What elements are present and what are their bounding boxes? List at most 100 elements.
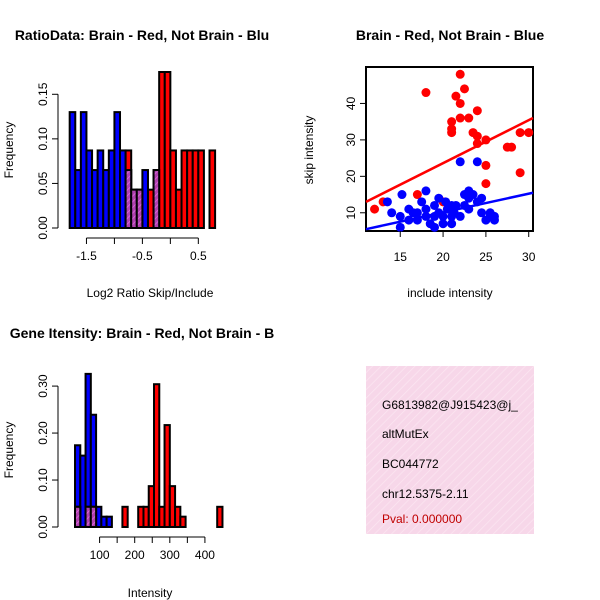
point-brain xyxy=(447,128,457,138)
scatter-xlabel: include intensity xyxy=(407,286,492,300)
point-not-brain xyxy=(472,157,482,167)
info-gene-id: G6813982@J915423@j_ xyxy=(382,398,518,412)
scatter-title: Brain - Red, Not Brain - Blue xyxy=(356,27,544,43)
point-not-brain xyxy=(430,222,440,232)
fit-line-not-brain xyxy=(365,191,534,231)
y-tick-label: 40 xyxy=(344,96,358,110)
info-location: chr12.5375-2.11 xyxy=(382,487,469,501)
x-tick-label: 200 xyxy=(125,548,145,562)
point-brain xyxy=(515,128,525,138)
ratio-histogram-title: RatioData: Brain - Red, Not Brain - Blu xyxy=(15,27,269,43)
bar-overlap xyxy=(74,505,82,528)
bar-brain xyxy=(179,515,187,528)
point-brain xyxy=(481,179,491,189)
point-brain xyxy=(507,142,517,152)
point-not-brain xyxy=(397,190,407,200)
bar-brain xyxy=(163,424,171,528)
point-not-brain xyxy=(395,222,405,232)
point-brain xyxy=(481,160,491,170)
bar-brain xyxy=(216,505,224,528)
scatter-ylabel: skip intensity xyxy=(302,116,316,185)
y-tick-label: 0.30 xyxy=(36,374,50,398)
point-brain xyxy=(451,91,461,101)
point-not-brain xyxy=(412,208,422,218)
point-not-brain xyxy=(382,197,392,207)
y-tick-label: 10 xyxy=(344,206,358,220)
bar-brain xyxy=(197,149,205,229)
bar-overlap xyxy=(135,188,144,229)
y-tick-label: 30 xyxy=(344,133,358,147)
point-brain xyxy=(524,128,534,138)
intensity-histogram-axes: 100 200 300 400 0.00 0.10 0.20 0.30 xyxy=(36,374,215,562)
x-tick-label: 15 xyxy=(394,250,408,264)
point-not-brain xyxy=(447,219,457,229)
point-not-brain xyxy=(455,211,465,221)
y-tick-label: 0.00 xyxy=(36,515,50,539)
bar-brain xyxy=(121,505,129,528)
intensity-histogram-xlabel: Intensity xyxy=(128,586,173,600)
point-not-brain xyxy=(434,193,444,203)
ratio-histogram-bars xyxy=(68,71,217,229)
point-not-brain xyxy=(395,211,405,221)
point-not-brain xyxy=(455,157,465,167)
ratio-histogram-axes: -1.5 -0.5 0.5 0.00 0.05 0.10 0.15 xyxy=(36,82,207,263)
point-not-brain xyxy=(477,208,487,218)
x-tick-label: 100 xyxy=(90,548,110,562)
point-brain xyxy=(455,98,465,108)
point-brain xyxy=(412,190,422,200)
intensity-scatter-panel: Brain - Red, Not Brain - Blue 15 20 25 30 10… xyxy=(302,27,544,300)
point-brain xyxy=(464,113,474,123)
point-not-brain xyxy=(421,186,431,196)
x-tick-label: -1.5 xyxy=(76,249,97,263)
point-not-brain xyxy=(451,200,461,210)
ratio-histogram-ylabel: Frequency xyxy=(2,122,16,179)
point-brain xyxy=(459,84,469,94)
fit-line-brain xyxy=(365,116,534,203)
point-brain xyxy=(472,106,482,116)
bar-overlap xyxy=(89,505,98,528)
point-brain xyxy=(455,69,465,79)
intensity-histogram-panel: Gene Itensity: Brain - Red, Not Brain - … xyxy=(2,325,274,600)
y-tick-label: 0.10 xyxy=(36,468,50,492)
info-pval: Pval: 0.000000 xyxy=(382,512,462,526)
info-background xyxy=(366,366,534,534)
y-tick-label: 0.15 xyxy=(36,82,50,106)
point-not-brain xyxy=(430,200,440,210)
scatter-points xyxy=(365,69,534,232)
x-tick-label: 25 xyxy=(479,250,493,264)
point-brain xyxy=(472,131,482,141)
intensity-histogram-title: Gene Itensity: Brain - Red, Not Brain - … xyxy=(10,325,274,341)
bar-not-brain xyxy=(105,515,113,528)
point-not-brain xyxy=(421,204,431,214)
point-not-brain xyxy=(438,219,448,229)
bar-brain xyxy=(153,383,161,528)
x-tick-label: 0.5 xyxy=(190,249,207,263)
intensity-histogram-ylabel: Frequency xyxy=(2,422,16,479)
point-not-brain xyxy=(468,190,478,200)
ratio-histogram-panel: RatioData: Brain - Red, Not Brain - Blu … xyxy=(2,27,269,300)
info-accession: BC044772 xyxy=(382,457,439,471)
y-tick-label: 0.00 xyxy=(36,216,50,240)
bar-overlap xyxy=(152,169,161,229)
x-tick-label: 300 xyxy=(160,548,180,562)
y-tick-label: 0.10 xyxy=(36,127,50,151)
point-not-brain xyxy=(417,197,427,207)
x-tick-label: 400 xyxy=(195,548,215,562)
point-brain xyxy=(370,204,380,214)
point-not-brain xyxy=(438,211,448,221)
info-panel: G6813982@J915423@j_ altMutEx BC044772 ch… xyxy=(366,366,534,534)
bar-brain xyxy=(208,149,217,229)
info-event-type: altMutEx xyxy=(382,427,429,441)
scatter-plot-box xyxy=(365,66,534,232)
x-tick-label: 20 xyxy=(436,250,450,264)
point-brain xyxy=(455,113,465,123)
point-brain xyxy=(447,117,457,127)
point-not-brain xyxy=(387,208,397,218)
scatter-axes: 15 20 25 30 10 20 30 40 xyxy=(344,96,536,264)
y-tick-label: 0.05 xyxy=(36,171,50,195)
point-not-brain xyxy=(489,211,499,221)
point-brain xyxy=(421,88,431,98)
y-tick-label: 20 xyxy=(344,169,358,183)
intensity-histogram-bars xyxy=(74,372,224,529)
